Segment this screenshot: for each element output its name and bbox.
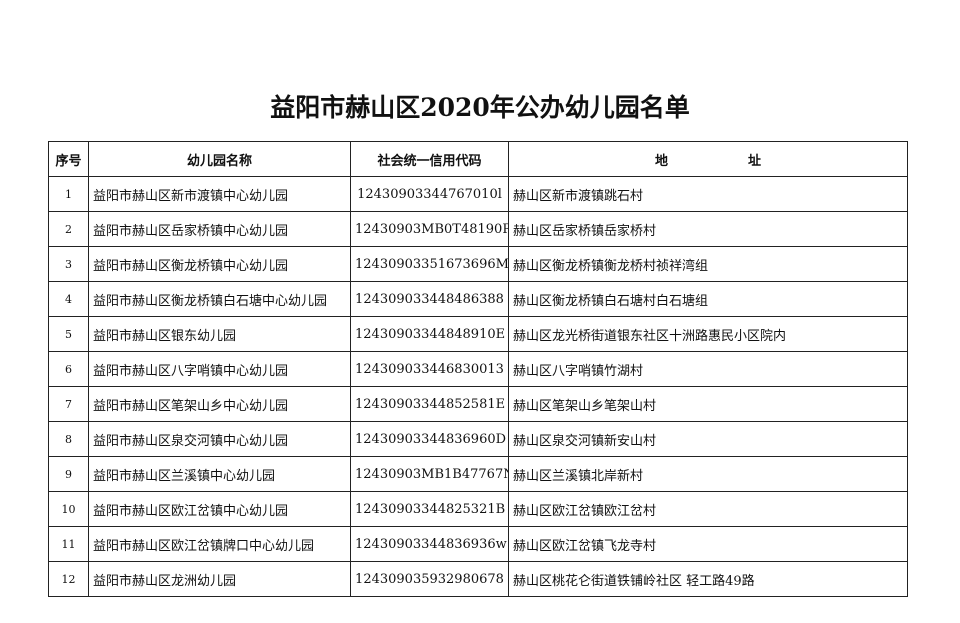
table-row: 8 益阳市赫山区泉交河镇中心幼儿园 12430903344836960D 赫山区泉交河… (48, 421, 908, 457)
header-cell: 社会统一信用代码 (350, 141, 509, 177)
table-cell: 益阳市赫山区衡龙桥镇白石塘中心幼儿园 (88, 281, 351, 317)
table-cell: 12430903MB1B47767N (350, 456, 509, 492)
table-cell: 12430903351673696M (350, 246, 509, 282)
table-row: 10 益阳市赫山区欧江岔镇中心幼儿园 12430903344825321B 赫山区欧江… (48, 491, 908, 527)
table-cell: 12430903344852581E (350, 386, 509, 422)
header-cell: 地址 (508, 141, 908, 177)
kindergarten-table: 序号 幼儿园名称 社会统一信用代码 地址 1 益阳市赫山区新市渡镇中心幼儿园 124309… (48, 141, 908, 597)
table-cell: 124309033448486388 (350, 281, 509, 317)
table-cell: 赫山区兰溪镇北岸新村 (508, 456, 908, 492)
table-cell: 12430903344836936w (350, 526, 509, 562)
title: 益阳市赫山区2020年公办幼儿园名单 (270, 93, 690, 122)
table-cell: 12 (48, 561, 89, 597)
table-cell: 赫山区欧江岔镇欧江岔村 (508, 491, 908, 527)
table-cell: 赫山区八字哨镇竹湖村 (508, 351, 908, 387)
header-cell: 序号 (48, 141, 89, 177)
table-cell: 1 (48, 176, 89, 212)
table-row: 3 益阳市赫山区衡龙桥镇中心幼儿园 12430903351673696M 赫山区衡龙桥… (48, 246, 908, 282)
table-row: 6 益阳市赫山区八字哨镇中心幼儿园 124309033446830013 赫山区八字哨… (48, 351, 908, 387)
table-row: 7 益阳市赫山区笔架山乡中心幼儿园 12430903344852581E 赫山区笔架山… (48, 386, 908, 422)
table-row: 1 益阳市赫山区新市渡镇中心幼儿园 12430903344767010l 赫山区新市渡… (48, 176, 908, 212)
table-cell: 12430903344825321B (350, 491, 509, 527)
table-cell: 赫山区衡龙桥镇衡龙桥村祯祥湾组 (508, 246, 908, 282)
table-row: 5 益阳市赫山区银东幼儿园 12430903344848910E 赫山区龙光桥街道银东… (48, 316, 908, 352)
table-cell: 10 (48, 491, 89, 527)
table-cell: 赫山区欧江岔镇飞龙寺村 (508, 526, 908, 562)
table-cell: 益阳市赫山区欧江岔镇中心幼儿园 (88, 491, 351, 527)
table-cell: 赫山区岳家桥镇岳家桥村 (508, 211, 908, 247)
table-cell: 8 (48, 421, 89, 457)
header-row: 序号 幼儿园名称 社会统一信用代码 地址 (48, 141, 908, 177)
table-row: 4 益阳市赫山区衡龙桥镇白石塘中心幼儿园 124309033448486388 赫山区… (48, 281, 908, 317)
table-cell: 益阳市赫山区八字哨镇中心幼儿园 (88, 351, 351, 387)
table-cell: 益阳市赫山区银东幼儿园 (88, 316, 351, 352)
table-cell: 12430903344848910E (350, 316, 509, 352)
table-cell: 7 (48, 386, 89, 422)
table-cell: 124309033446830013 (350, 351, 509, 387)
table-cell: 12430903MB0T48190R (350, 211, 509, 247)
table-row: 12 益阳市赫山区龙洲幼儿园 124309035932980678 赫山区桃花仑街道铁… (48, 561, 908, 597)
table-row: 9 益阳市赫山区兰溪镇中心幼儿园 12430903MB1B47767N 赫山区兰溪镇北… (48, 456, 908, 492)
table-cell: 4 (48, 281, 89, 317)
table-cell: 2 (48, 211, 89, 247)
table-cell: 赫山区泉交河镇新安山村 (508, 421, 908, 457)
table-cell: 11 (48, 526, 89, 562)
table-row: 11 益阳市赫山区欧江岔镇牌口中心幼儿园 12430903344836936w 赫山区… (48, 526, 908, 562)
table-cell: 益阳市赫山区欧江岔镇牌口中心幼儿园 (88, 526, 351, 562)
table-cell: 赫山区龙光桥街道银东社区十洲路惠民小区院内 (508, 316, 908, 352)
table-cell: 6 (48, 351, 89, 387)
table-cell: 124309035932980678 (350, 561, 509, 597)
table-cell: 9 (48, 456, 89, 492)
table-cell: 5 (48, 316, 89, 352)
table-cell: 12430903344836960D (350, 421, 509, 457)
table-cell: 赫山区笔架山乡笔架山村 (508, 386, 908, 422)
table-cell: 赫山区新市渡镇跳石村 (508, 176, 908, 212)
table-cell: 益阳市赫山区新市渡镇中心幼儿园 (88, 176, 351, 212)
table-cell: 12430903344767010l (350, 176, 509, 212)
header-cell: 幼儿园名称 (88, 141, 351, 177)
table-cell: 益阳市赫山区衡龙桥镇中心幼儿园 (88, 246, 351, 282)
table-cell: 益阳市赫山区兰溪镇中心幼儿园 (88, 456, 351, 492)
table-cell: 3 (48, 246, 89, 282)
table-cell: 益阳市赫山区笔架山乡中心幼儿园 (88, 386, 351, 422)
table-cell: 益阳市赫山区岳家桥镇中心幼儿园 (88, 211, 351, 247)
table-cell: 益阳市赫山区泉交河镇中心幼儿园 (88, 421, 351, 457)
table-row: 2 益阳市赫山区岳家桥镇中心幼儿园 12430903MB0T48190R 赫山区岳家桥… (48, 211, 908, 247)
table-cell: 赫山区桃花仑街道铁铺岭社区 轻工路49路 (508, 561, 908, 597)
table-cell: 赫山区衡龙桥镇白石塘村白石塘组 (508, 281, 908, 317)
table-cell: 益阳市赫山区龙洲幼儿园 (88, 561, 351, 597)
